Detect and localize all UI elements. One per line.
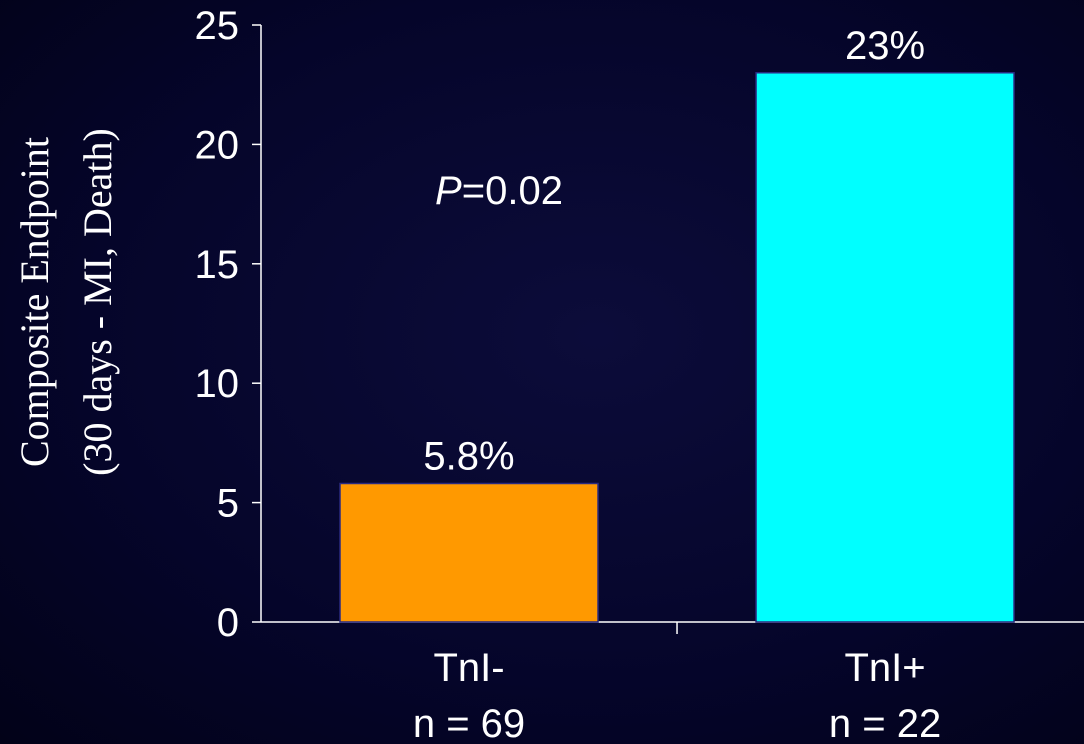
x-category-label: TnI+ [844,646,925,690]
data-labels: 5.8% 23% [423,24,925,479]
y-axis-title-line-1: Composite Endpoint [12,137,57,467]
y-tick-label: 0 [217,601,239,645]
p-value-symbol: P [435,169,462,213]
x-category-sublabel: n = 69 [413,702,525,744]
y-tick-label: 20 [195,123,240,167]
x-category-label: TnI- [433,646,504,690]
y-tick-label: 10 [195,362,240,406]
x-category-sublabel: n = 22 [829,702,941,744]
y-tick-label: 5 [217,482,239,526]
bar-value-label: 5.8% [423,434,514,478]
y-tick-label: 25 [195,4,240,48]
p-value-annotation: P=0.02 [435,169,563,213]
y-axis: 0 5 10 15 20 25 [195,4,262,645]
bar-2 [755,72,1015,623]
y-axis-title: Composite Endpoint (30 days - MI, Death) [12,128,120,476]
y-tick-label: 15 [195,243,240,287]
p-value-number: =0.02 [462,169,563,213]
bar-1 [339,482,599,623]
bars [339,72,1015,623]
y-axis-title-line-2: (30 days - MI, Death) [75,128,120,476]
bar-value-label: 23% [845,24,925,68]
x-axis: TnI-n = 69 TnI+ n = 22 [261,621,1084,744]
